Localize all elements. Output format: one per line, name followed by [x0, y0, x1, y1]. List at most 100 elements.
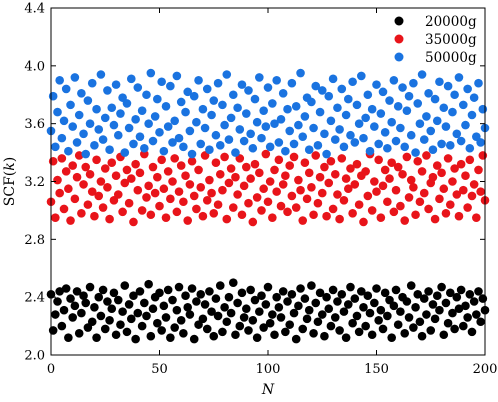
data-point-1-169: [411, 302, 420, 312]
data-point-1-63: [181, 291, 190, 301]
data-point-2-59: [172, 207, 182, 217]
data-point-1-36: [122, 327, 132, 337]
y-tick-label-6: 4.0: [24, 59, 45, 74]
data-point-1-135: [337, 289, 347, 299]
data-point-2-25: [98, 203, 108, 212]
data-point-2-84: [226, 164, 236, 173]
data-point-3-142: [352, 100, 362, 110]
data-point-2-183: [441, 209, 451, 218]
data-point-1-165: [402, 297, 412, 306]
data-point-2-125: [315, 172, 325, 182]
data-point-1-73: [202, 324, 212, 334]
data-point-1-82: [222, 317, 232, 327]
data-point-1-67: [189, 334, 199, 344]
data-point-2-100: [261, 149, 271, 159]
data-point-2-170: [413, 156, 423, 166]
data-point-3-118: [300, 112, 310, 121]
data-point-3-88: [235, 125, 245, 134]
data-point-3-164: [400, 142, 410, 152]
data-point-3-109: [281, 146, 290, 156]
data-point-1-191: [459, 321, 468, 331]
data-point-3-62: [179, 142, 188, 152]
data-point-3-174: [422, 112, 431, 121]
data-point-3-140: [348, 77, 357, 87]
data-point-2-159: [389, 207, 399, 217]
data-point-2-161: [393, 162, 403, 172]
data-point-3-145: [359, 133, 368, 143]
data-point-3-136: [339, 142, 349, 152]
data-point-1-24: [96, 311, 106, 321]
data-point-2-91: [242, 162, 251, 172]
data-point-1-26: [100, 324, 110, 334]
legend-marker-3: [394, 52, 404, 62]
data-point-1-23: [94, 292, 104, 302]
data-point-3-115: [294, 120, 303, 130]
data-point-1-47: [146, 331, 156, 341]
data-point-1-70: [196, 289, 206, 299]
data-point-3-198: [474, 78, 483, 88]
data-point-3-58: [170, 116, 179, 126]
y-axis-title-paren-close: ): [2, 157, 18, 162]
data-point-2-19: [85, 169, 95, 179]
data-point-3-67: [189, 91, 199, 101]
data-point-1-12: [70, 301, 80, 311]
data-point-2-138: [343, 184, 353, 194]
data-point-2-169: [411, 210, 420, 220]
data-point-3-64: [183, 87, 193, 97]
data-point-1-122: [309, 329, 318, 338]
data-point-2-189: [454, 211, 464, 221]
legend-label-2: 35000g: [425, 32, 477, 48]
data-point-2-48: [148, 162, 158, 172]
data-point-1-97: [255, 307, 264, 316]
data-point-2-182: [439, 184, 449, 194]
data-point-3-98: [257, 133, 266, 143]
data-point-2-26: [100, 164, 110, 173]
data-point-2-121: [307, 182, 316, 192]
data-point-2-96: [252, 193, 262, 202]
data-point-3-19: [85, 119, 95, 128]
data-point-1-80: [218, 327, 227, 337]
data-point-3-144: [357, 71, 366, 81]
data-point-1-111: [285, 320, 295, 329]
legend-marker-2: [394, 34, 404, 44]
data-point-1-130: [326, 321, 336, 331]
data-point-3-155: [380, 128, 390, 137]
data-point-1-140: [348, 318, 357, 328]
data-point-3-16: [79, 129, 88, 139]
data-point-3-131: [328, 74, 338, 84]
data-point-2-147: [363, 191, 373, 201]
data-point-3-161: [393, 102, 403, 111]
data-point-1-171: [415, 317, 425, 327]
data-point-3-5: [55, 75, 64, 85]
data-point-1-10: [66, 294, 75, 303]
data-point-3-15: [77, 89, 86, 98]
data-point-2-80: [218, 185, 227, 195]
data-point-3-45: [142, 90, 151, 100]
data-point-1-180: [435, 305, 444, 315]
data-point-1-182: [439, 330, 449, 340]
data-point-3-173: [419, 135, 429, 144]
data-point-3-151: [372, 80, 381, 89]
data-point-2-154: [378, 181, 388, 191]
data-point-3-187: [450, 90, 459, 100]
data-point-3-35: [120, 148, 130, 157]
data-point-3-137: [341, 110, 351, 120]
data-point-2-76: [209, 209, 219, 218]
data-point-2-11: [68, 161, 77, 170]
data-point-3-124: [313, 141, 323, 150]
data-point-2-99: [259, 184, 268, 194]
data-point-1-105: [272, 292, 281, 302]
data-point-2-46: [144, 181, 153, 191]
data-point-2-126: [317, 188, 327, 198]
data-point-1-77: [211, 294, 221, 303]
data-point-3-184: [443, 81, 453, 91]
data-point-3-139: [346, 130, 355, 140]
data-point-1-57: [168, 295, 177, 305]
data-point-1-79: [215, 281, 225, 290]
data-point-1-161: [393, 320, 403, 329]
data-point-3-123: [311, 81, 321, 91]
data-point-1-168: [409, 323, 418, 332]
data-point-2-153: [376, 213, 386, 222]
data-point-3-14: [74, 110, 84, 120]
data-point-1-172: [417, 331, 427, 341]
